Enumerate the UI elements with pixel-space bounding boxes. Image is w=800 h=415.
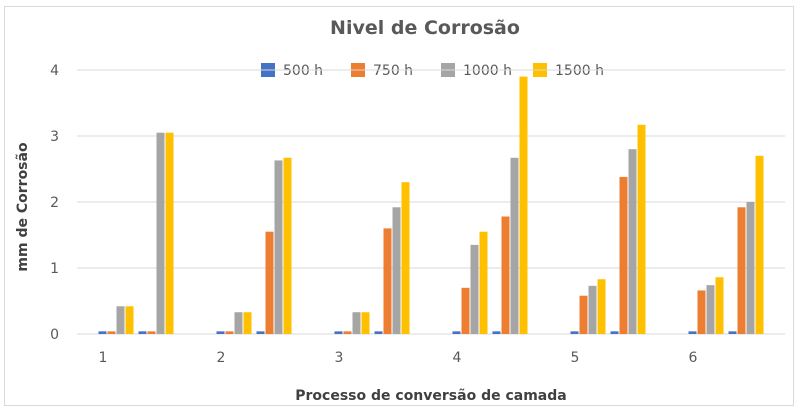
- bar-750h-group-2-sub-2: [265, 231, 274, 334]
- bar-1000h-group-2-sub-1: [234, 312, 243, 334]
- x-tick-label: 6: [689, 350, 698, 366]
- bar-500h-group-1-sub-2: [138, 331, 147, 334]
- bar-500h-group-6-sub-1: [688, 331, 697, 334]
- x-tick-label: 5: [571, 350, 580, 366]
- bar-1500h-group-1-sub-1: [125, 306, 134, 334]
- bar-750h-group-3-sub-2: [383, 228, 392, 334]
- bars: [98, 76, 764, 334]
- chart-title: Nivel de Corrosão: [330, 17, 520, 39]
- y-tick-label: 1: [50, 261, 59, 277]
- bar-1000h-group-1-sub-2: [156, 132, 165, 334]
- bar-1000h-group-4-sub-1: [470, 244, 479, 334]
- bar-750h-group-5-sub-2: [619, 176, 628, 334]
- x-tick-labels: 1 2 3 4 5 6: [99, 350, 698, 366]
- y-tick-labels: 0 1 2 3 4: [50, 63, 59, 343]
- y-axis-label: mm de Corrosão: [15, 142, 31, 272]
- bar-750h-group-6-sub-2: [737, 207, 746, 334]
- legend-label: 500 h: [283, 63, 323, 79]
- legend-label: 1000 h: [463, 63, 512, 79]
- bar-750h-group-5-sub-1: [579, 295, 588, 334]
- legend: 500 h 750 h 1000 h 1500 h: [261, 63, 604, 79]
- bar-500h-group-3-sub-2: [374, 331, 383, 334]
- bar-1000h-group-5-sub-1: [588, 285, 597, 334]
- bar-750h-group-1-sub-1: [107, 331, 116, 334]
- bar-1500h-group-4-sub-1: [479, 231, 488, 334]
- bar-1500h-group-2-sub-2: [283, 157, 292, 334]
- bar-750h-group-6-sub-1: [697, 290, 706, 334]
- bar-1000h-group-1-sub-1: [116, 306, 125, 334]
- bar-1000h-group-6-sub-1: [706, 285, 715, 334]
- gridlines: [77, 69, 785, 335]
- x-tick-label: 1: [99, 350, 108, 366]
- bar-750h-group-2-sub-1: [225, 331, 234, 334]
- bar-1500h-group-3-sub-1: [361, 312, 370, 334]
- bar-750h-group-3-sub-1: [343, 331, 352, 334]
- x-tick-label: 3: [335, 350, 344, 366]
- bar-500h-group-3-sub-1: [334, 331, 343, 334]
- bar-1500h-group-3-sub-2: [401, 182, 410, 334]
- chart: Nivel de Corrosão 500 h 750 h 1000 h 1500 h…: [15, 17, 785, 404]
- x-axis-label: Processo de conversão de camada: [295, 388, 566, 404]
- bar-750h-group-4-sub-2: [501, 216, 510, 334]
- y-tick-label: 0: [50, 327, 59, 343]
- bar-1500h-group-6-sub-2: [755, 155, 764, 334]
- bar-750h-group-4-sub-1: [461, 287, 470, 334]
- bar-500h-group-1-sub-1: [98, 331, 107, 334]
- bar-1000h-group-3-sub-1: [352, 312, 361, 334]
- bar-1500h-group-5-sub-2: [637, 124, 646, 334]
- bar-1500h-group-1-sub-2: [165, 132, 174, 334]
- bar-1500h-group-5-sub-1: [597, 279, 606, 334]
- bar-1000h-group-2-sub-2: [274, 160, 283, 334]
- x-tick-label: 2: [217, 350, 226, 366]
- bar-1500h-group-2-sub-1: [243, 312, 252, 334]
- y-tick-label: 4: [50, 63, 59, 79]
- bar-500h-group-6-sub-2: [728, 331, 737, 334]
- bar-1000h-group-3-sub-2: [392, 207, 401, 334]
- bar-1000h-group-4-sub-2: [510, 157, 519, 334]
- bar-750h-group-1-sub-2: [147, 331, 156, 334]
- chart-frame: Nivel de Corrosão 500 h 750 h 1000 h 1500 h…: [4, 6, 794, 406]
- y-tick-label: 3: [50, 129, 59, 145]
- bar-1000h-group-6-sub-2: [746, 202, 755, 334]
- bar-500h-group-2-sub-2: [256, 331, 265, 334]
- bar-500h-group-5-sub-2: [610, 331, 619, 334]
- bar-500h-group-2-sub-1: [216, 331, 225, 334]
- y-tick-label: 2: [50, 195, 59, 211]
- bar-500h-group-5-sub-1: [570, 331, 579, 334]
- bar-500h-group-4-sub-2: [492, 331, 501, 334]
- legend-label: 750 h: [373, 63, 413, 79]
- x-tick-label: 4: [453, 350, 462, 366]
- bar-1000h-group-5-sub-2: [628, 149, 637, 334]
- bar-500h-group-4-sub-1: [452, 331, 461, 334]
- legend-label: 1500 h: [555, 63, 604, 79]
- bar-1500h-group-4-sub-2: [519, 76, 528, 334]
- bar-1500h-group-6-sub-1: [715, 277, 724, 334]
